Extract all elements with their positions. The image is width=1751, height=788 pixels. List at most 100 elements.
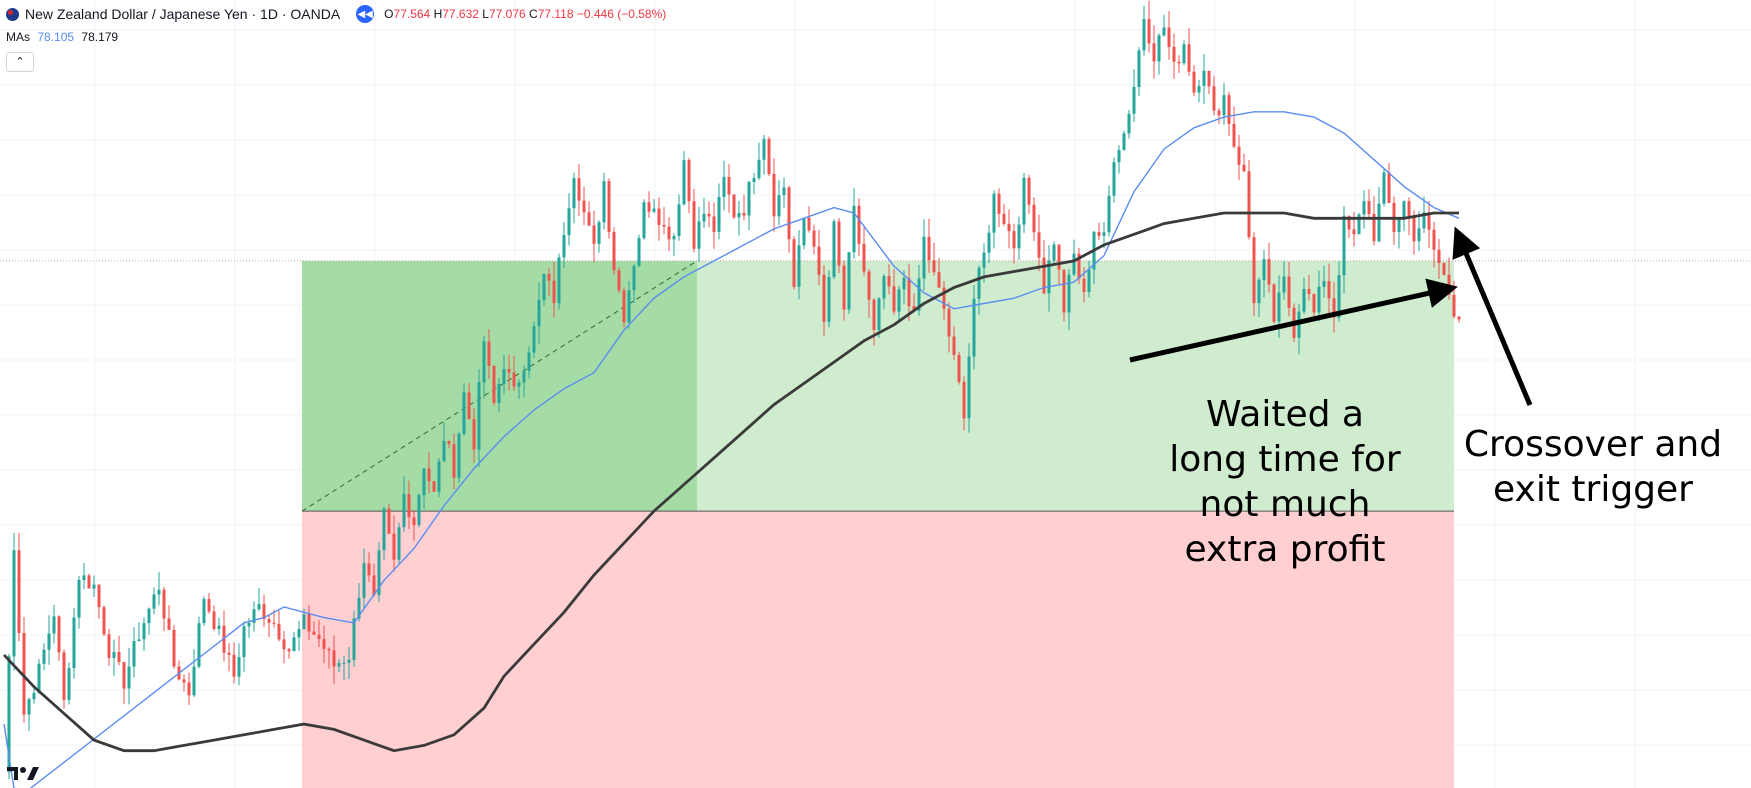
candle-body (432, 481, 436, 492)
candle-body (1017, 224, 1021, 249)
candle-body (352, 618, 356, 660)
candle-body (247, 623, 251, 627)
candle-body (1252, 237, 1256, 304)
candle-body (1437, 249, 1441, 264)
candle-body (1027, 177, 1031, 205)
candle-body (1247, 171, 1251, 238)
candle-body (577, 178, 581, 201)
candle-body (877, 298, 881, 331)
candle-body (517, 382, 521, 387)
candle-body (902, 277, 906, 290)
candle-body (482, 341, 486, 383)
candle-body (277, 623, 281, 640)
candle-body (812, 230, 816, 247)
candle-body (497, 383, 501, 404)
candle-body (512, 372, 516, 387)
candle-body (122, 662, 126, 689)
candle-body (1107, 195, 1111, 233)
candle-body (402, 494, 406, 528)
candle-body (942, 287, 946, 309)
candle-body (677, 204, 681, 237)
candle-body (597, 222, 601, 244)
candle-body (952, 336, 956, 355)
candle-body (1062, 269, 1066, 313)
close-value: 77.118 (537, 7, 574, 21)
candle-body (227, 652, 231, 655)
candle-body (397, 527, 401, 560)
candle-body (22, 633, 26, 715)
candle-body (237, 657, 241, 677)
candle-body (672, 236, 676, 240)
candle-body (1357, 214, 1361, 235)
candle-body (297, 629, 301, 638)
low-label: L (482, 7, 489, 21)
candle-body (1132, 87, 1136, 114)
collapse-legend-button[interactable]: ⌃ (6, 52, 34, 72)
candle-body (652, 208, 656, 212)
candle-body (872, 299, 876, 331)
candle-body (112, 652, 116, 658)
annotation-right: Crossover and exit trigger (1455, 422, 1731, 512)
candle-body (207, 599, 211, 612)
candle-body (152, 594, 156, 609)
rewind-icon[interactable]: ◀◀ (356, 5, 375, 23)
candle-body (762, 138, 766, 160)
candle-body (107, 634, 111, 658)
candle-body (1452, 294, 1456, 317)
candle-body (1377, 203, 1381, 242)
candle-body (1427, 212, 1431, 230)
candle-body (632, 265, 636, 291)
candle-body (1032, 204, 1036, 233)
candle-body (892, 286, 896, 312)
candle-body (467, 392, 471, 420)
candle-body (1087, 269, 1091, 293)
symbol-title[interactable]: New Zealand Dollar / Japanese Yen · 1D ·… (25, 6, 341, 22)
candle-body (1317, 286, 1321, 313)
candle-body (332, 650, 336, 667)
candle-body (842, 265, 846, 310)
indicator-legend[interactable]: MAs 78.105 78.179 (6, 30, 118, 44)
candle-body (802, 217, 806, 246)
candle-body (1207, 70, 1211, 87)
candle-body (1222, 95, 1226, 116)
candle-body (1457, 316, 1461, 320)
candle-body (1082, 278, 1086, 293)
candle-body (307, 614, 311, 632)
candle-body (807, 217, 811, 231)
candle-body (252, 609, 256, 624)
candle-body (477, 382, 481, 450)
tradingview-logo[interactable] (6, 764, 40, 782)
candle-body (1157, 35, 1161, 62)
candle-body (1172, 46, 1176, 62)
candle-body (607, 181, 611, 232)
candle-body (327, 648, 331, 651)
candle-body (527, 352, 531, 371)
candle-body (257, 604, 261, 610)
low-value: 77.076 (488, 7, 526, 21)
ma-fast-value: 78.105 (37, 30, 75, 44)
candle-body (967, 356, 971, 419)
candle-body (1367, 201, 1371, 215)
candle-body (77, 579, 81, 618)
candle-body (1342, 215, 1346, 276)
candle-body (982, 252, 986, 268)
candle-body (182, 679, 186, 683)
ma-slow-line (2, 211, 1459, 753)
candle-body (1307, 289, 1311, 294)
candle-body (912, 306, 916, 311)
candle-body (592, 225, 596, 244)
candle-body (162, 589, 166, 619)
candle-body (867, 271, 871, 300)
candle-body (317, 634, 321, 639)
candle-body (1152, 43, 1156, 62)
candle-body (1162, 27, 1166, 36)
candle-body (462, 392, 466, 434)
candle-body (557, 257, 561, 304)
candle-body (937, 272, 941, 288)
candle-body (772, 174, 776, 217)
candle-body (47, 633, 51, 650)
candle-body (827, 276, 831, 322)
candle-body (922, 236, 926, 279)
candle-body (1237, 146, 1241, 165)
